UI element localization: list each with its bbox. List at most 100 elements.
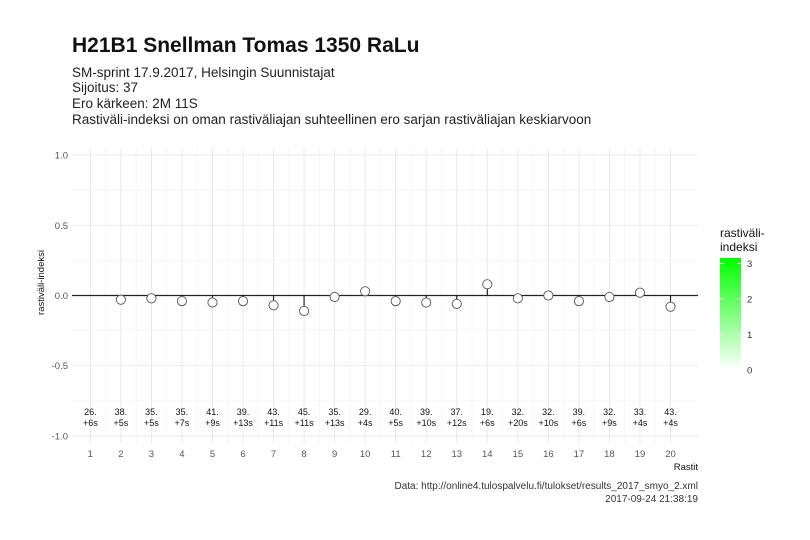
rank-label-11: 40. (389, 407, 402, 417)
data-point-3 (146, 293, 157, 304)
rank-label-1: 26. (84, 407, 97, 417)
y-tick-label: -0.5 (52, 361, 68, 372)
x-tick-label: 17 (574, 449, 585, 460)
rank-label-8: 45. (298, 407, 311, 417)
y-tick-label: 0.5 (55, 221, 68, 232)
data-point-19 (634, 287, 646, 298)
diff-label-7: +11s (264, 418, 284, 428)
x-tick-label: 3 (149, 449, 154, 460)
data-point-11 (390, 296, 401, 307)
diff-label-3: +5s (144, 418, 159, 428)
x-tick-label: 13 (451, 449, 462, 460)
diff-label-2: +5s (113, 418, 128, 428)
rank-label-3: 35. (145, 407, 158, 417)
x-tick-label: 10 (360, 449, 371, 460)
x-tick-label: 16 (543, 449, 554, 460)
x-tick-label: 1 (88, 449, 93, 460)
chart-title: H21B1 Snellman Tomas 1350 RaLu (72, 34, 420, 57)
subtitle-event: SM-sprint 17.9.2017, Helsingin Suunnista… (72, 65, 335, 80)
y-tick-label: 0.0 (55, 291, 68, 302)
diff-label-14: +6s (480, 418, 495, 428)
subtitle-index-description: Rastiväli-indeksi on oman rastiväliajan … (72, 112, 592, 127)
diff-label-13: +12s (447, 418, 467, 428)
x-tick-label: 11 (391, 449, 401, 460)
diff-label-8: +11s (295, 418, 315, 428)
rank-label-10: 29. (359, 407, 372, 417)
data-point-20 (665, 301, 676, 312)
data-point-16 (543, 290, 554, 301)
diff-label-11: +5s (388, 418, 403, 428)
data-point-13 (451, 298, 462, 309)
diff-label-10: +4s (358, 418, 373, 428)
y-tick-label: -1.0 (52, 431, 68, 442)
diff-label-5: +9s (205, 418, 220, 428)
caption-source: Data: http://online4.tulospalvelu.fi/tul… (394, 481, 698, 492)
rank-label-15: 32. (512, 407, 525, 417)
subtitle-placement: Sijoitus: 37 (72, 80, 139, 95)
x-tick-label: 6 (240, 449, 245, 460)
legend-tick-label: 0 (747, 366, 752, 377)
data-point-8 (299, 305, 310, 317)
diff-label-20: +4s (663, 418, 678, 428)
rank-label-19: 33. (634, 407, 647, 417)
legend-title-line-2: indeksi (720, 240, 757, 254)
diff-label-6: +13s (233, 418, 253, 428)
diff-label-4: +7s (175, 418, 190, 428)
caption-timestamp: 2017-09-24 21:38:19 (605, 494, 698, 505)
x-tick-label: 9 (332, 449, 337, 460)
data-point-15 (512, 293, 523, 304)
data-point-4 (176, 296, 187, 307)
diff-label-18: +9s (602, 418, 617, 428)
rank-label-12: 39. (420, 407, 433, 417)
legend-tick-label: 1 (747, 330, 752, 341)
data-point-5 (207, 297, 218, 308)
x-tick-label: 5 (210, 449, 215, 460)
rank-label-20: 43. (664, 407, 677, 417)
rank-label-9: 35. (328, 407, 341, 417)
x-tick-label: 15 (513, 449, 524, 460)
data-point-12 (421, 297, 432, 308)
data-point-6 (237, 296, 249, 307)
legend-title-line-1: rastiväli- (720, 226, 765, 240)
x-tick-label: 4 (179, 449, 184, 460)
x-axis-label: Rastit (674, 462, 699, 473)
rank-label-5: 41. (206, 407, 219, 417)
diff-label-19: +4s (633, 418, 648, 428)
data-point-7 (268, 300, 279, 311)
x-tick-label: 7 (271, 449, 276, 460)
x-tick-label: 8 (301, 449, 306, 460)
data-point-9 (329, 291, 340, 302)
rank-label-2: 38. (115, 407, 128, 417)
rank-label-16: 32. (542, 407, 555, 417)
x-tick-label: 18 (604, 449, 615, 460)
legend-colorbar (720, 258, 741, 370)
diff-label-15: +20s (508, 418, 528, 428)
x-tick-label: 14 (482, 449, 493, 460)
rank-label-17: 39. (573, 407, 586, 417)
diff-label-1: +6s (83, 418, 98, 428)
x-tick-label: 19 (635, 449, 646, 460)
x-tick-label: 20 (665, 449, 676, 460)
y-axis-label: rastiväli-indeksi (36, 250, 47, 315)
rank-label-14: 19. (481, 407, 494, 417)
data-point-18 (604, 291, 615, 302)
x-tick-label: 2 (118, 449, 123, 460)
rank-label-7: 43. (267, 407, 280, 417)
rank-label-6: 39. (237, 407, 250, 417)
data-point-14 (482, 279, 493, 290)
diff-label-17: +6s (572, 418, 587, 428)
data-point-10 (360, 286, 371, 297)
legend-tick-label: 3 (747, 259, 752, 270)
legend-tick-label: 2 (747, 294, 752, 305)
rank-label-4: 35. (176, 407, 189, 417)
x-tick-label: 12 (421, 449, 432, 460)
data-point-17 (573, 296, 584, 307)
diff-label-16: +10s (538, 418, 558, 428)
diff-label-9: +13s (325, 418, 345, 428)
data-point-2 (115, 294, 126, 305)
rank-label-18: 32. (603, 407, 616, 417)
rank-label-13: 37. (451, 407, 464, 417)
diff-label-12: +10s (416, 418, 436, 428)
y-tick-label: 1.0 (55, 151, 68, 162)
